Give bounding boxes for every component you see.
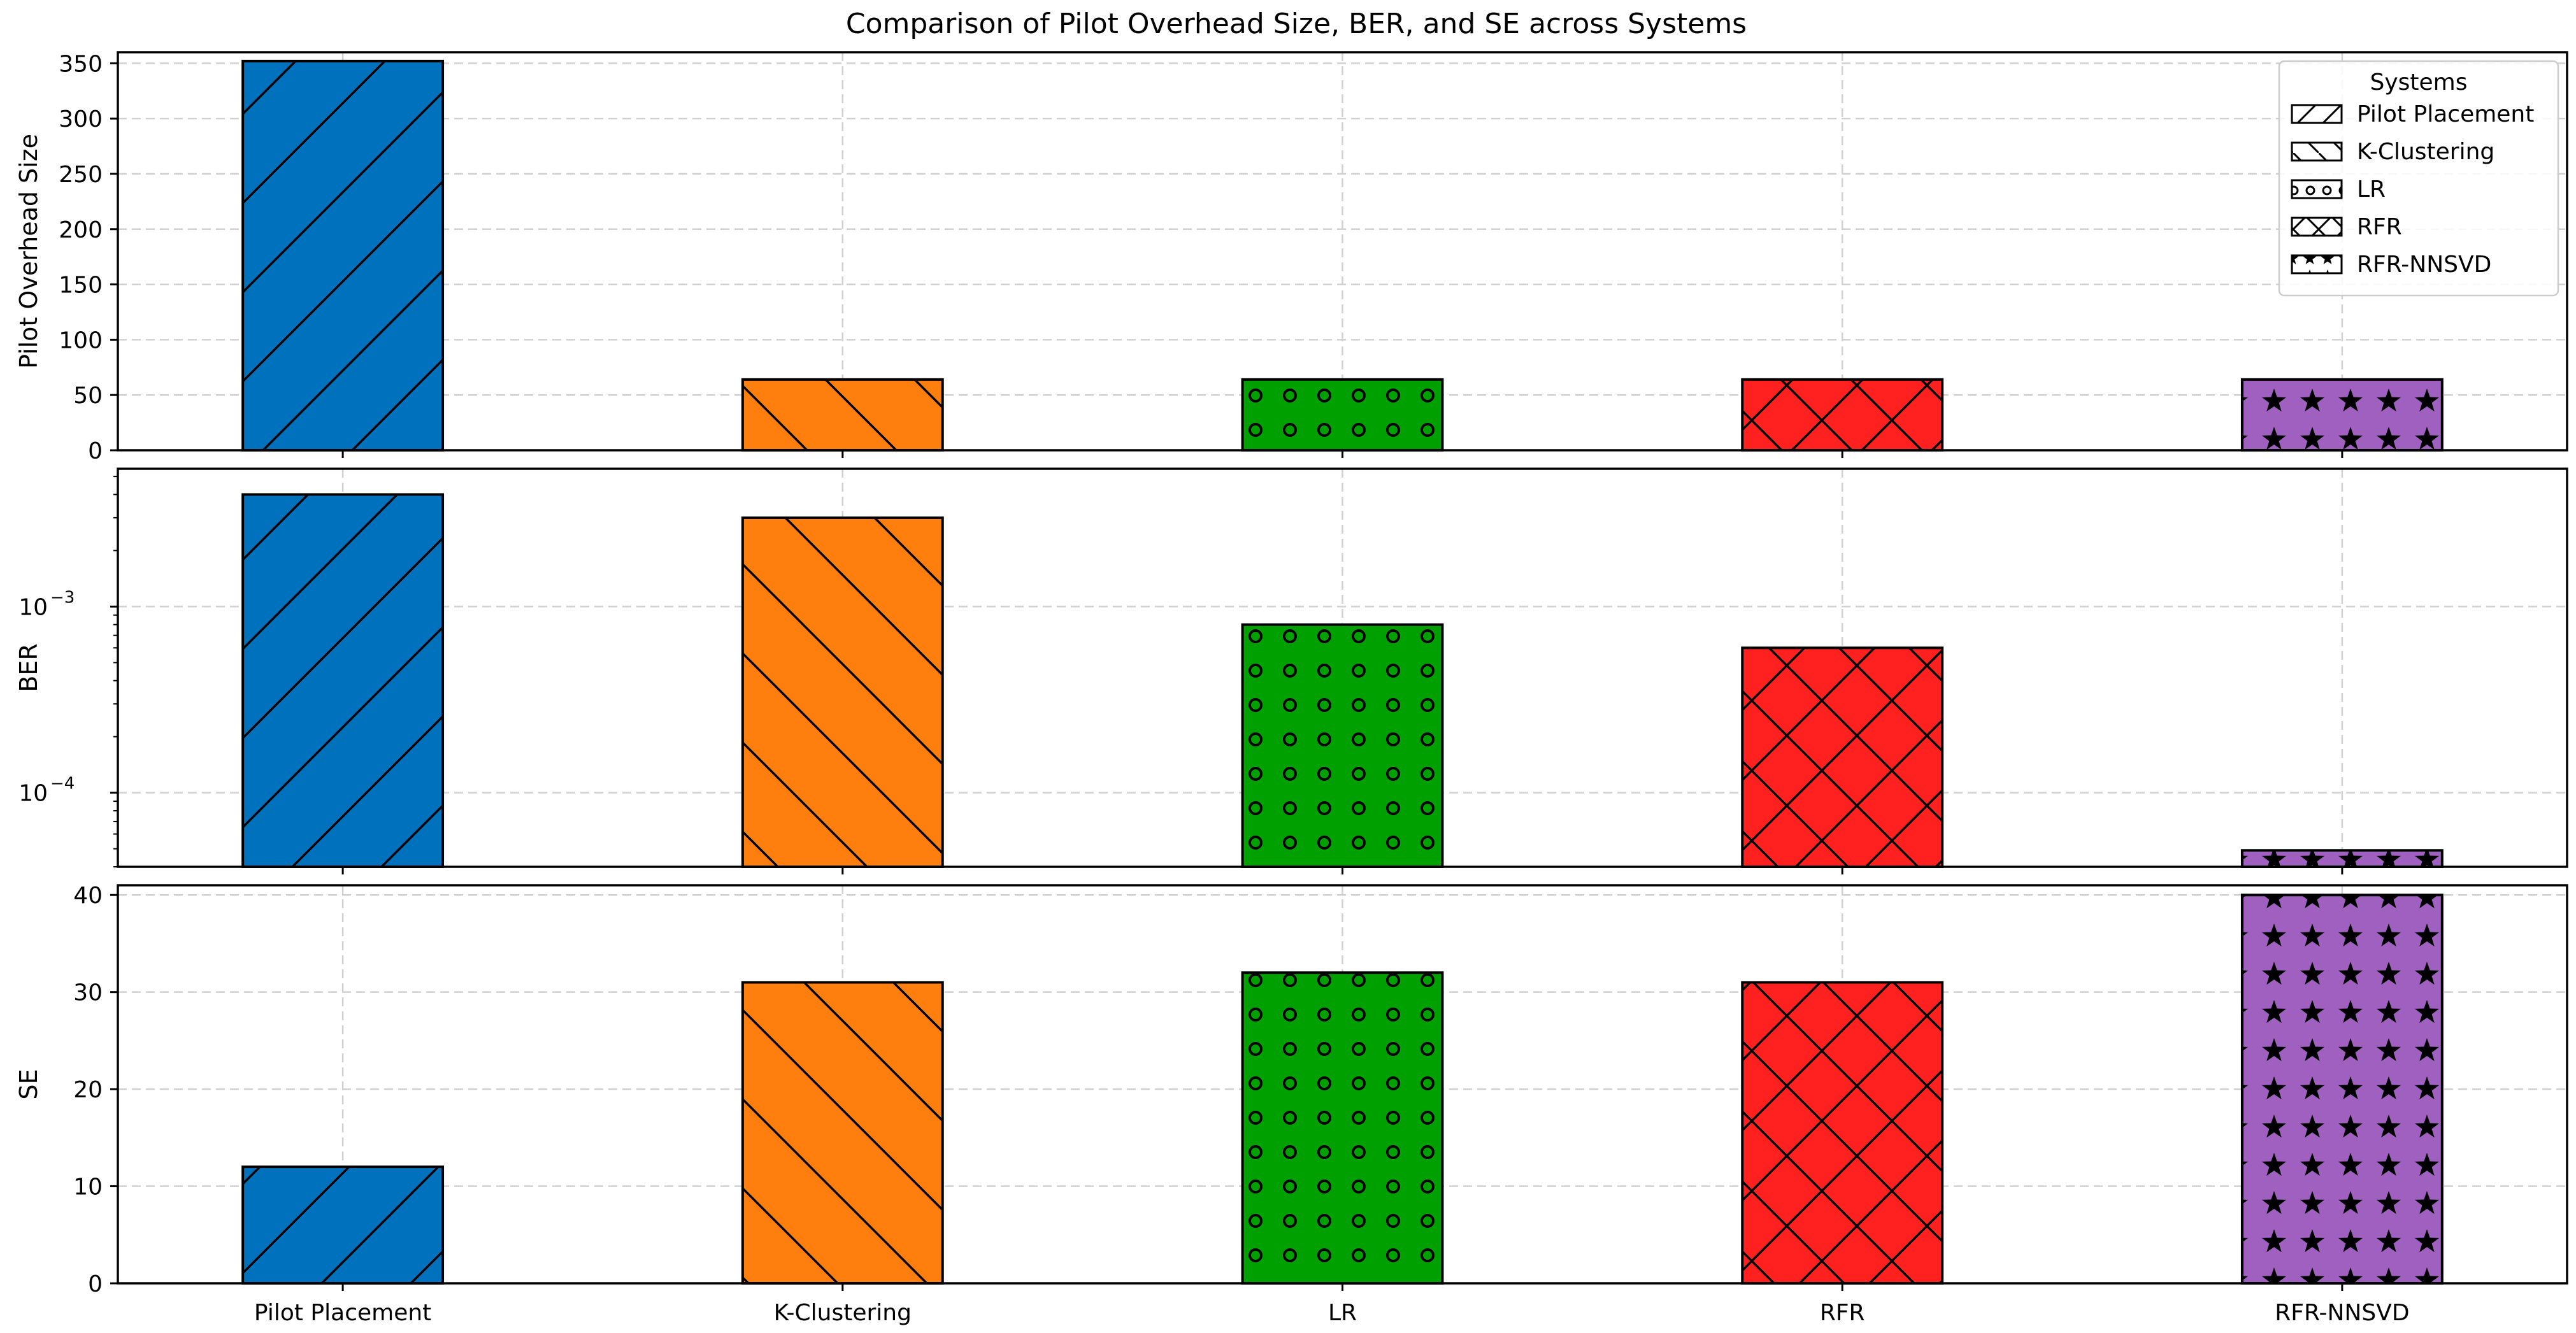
y-tick-label: 20 — [73, 1077, 103, 1103]
bar-pilot-rfr — [1741, 378, 1944, 452]
y-tick-label: 250 — [59, 162, 103, 188]
y-tick-label: 0 — [88, 1271, 103, 1297]
legend: Systems Pilot Placement K-Clustering LR RFR R… — [2278, 60, 2559, 297]
y-tick-label: 10 — [18, 594, 48, 620]
y-axis-label: BER — [15, 643, 43, 692]
y-axis-label: Pilot Overhead Size — [15, 134, 43, 369]
legend-entry: Pilot Placement — [2357, 101, 2534, 127]
bar-pilot-lr — [1241, 378, 1444, 452]
panel-pilot: 0 50 100 150 200 250 300 350 Pilot Overhead Size — [15, 51, 2568, 464]
y-tick-label: 30 — [73, 980, 103, 1006]
legend-entry: RFR — [2357, 214, 2402, 240]
legend-title: Systems — [2370, 69, 2468, 96]
legend-swatch — [2291, 179, 2343, 199]
y-tick-label: 350 — [59, 51, 103, 77]
legend-swatch — [2291, 141, 2343, 162]
y-tick-label: 0 — [88, 438, 103, 464]
x-tick-label: LR — [1328, 1300, 1357, 1326]
x-tick-label: RFR-NNSVD — [2275, 1300, 2409, 1326]
bar-pilot-rfr-nnsvd — [2240, 378, 2444, 452]
x-tick-label: Pilot Placement — [254, 1300, 431, 1326]
bar-se-pilot-placement — [241, 1165, 445, 1285]
y-tick-label: 40 — [73, 883, 103, 909]
y-tick-exponent: −3 — [50, 588, 75, 607]
legend-swatch — [2291, 254, 2343, 274]
legend-entry: LR — [2357, 176, 2386, 203]
y-tick-label: 100 — [59, 327, 103, 353]
y-tick-exponent: −4 — [50, 774, 75, 794]
chart-title: Comparison of Pilot Overhead Size, BER, … — [846, 8, 1747, 40]
bar-ber-pilot-placement — [241, 493, 445, 868]
bar-ber-rfr — [1741, 646, 1944, 868]
y-tick-label: 50 — [73, 383, 103, 409]
y-tick-label: 200 — [59, 217, 103, 243]
bar-ber-rfr-nnsvd — [2240, 849, 2444, 869]
y-tick-label: 150 — [59, 273, 103, 299]
legend-swatch — [2291, 104, 2343, 124]
legend-entry: RFR-NNSVD — [2357, 252, 2491, 278]
bar-se-k-clustering — [741, 981, 944, 1285]
bar-pilot-k-clustering — [741, 378, 944, 452]
bar-se-lr — [1241, 971, 1444, 1285]
y-tick-label: 10 — [73, 1174, 103, 1201]
panel-se: 0 10 20 30 40 SE — [15, 883, 2568, 1297]
legend-frame — [2278, 60, 2559, 297]
bar-se-rfr-nnsvd — [2240, 894, 2444, 1285]
y-axis-label: SE — [15, 1069, 43, 1099]
y-tick-label: 300 — [59, 106, 103, 132]
bar-ber-lr — [1241, 623, 1444, 868]
y-tick-label: 10 — [18, 781, 48, 807]
legend-swatch — [2291, 217, 2343, 237]
x-tick-label: K-Clustering — [774, 1300, 912, 1326]
bar-se-rfr — [1741, 981, 1944, 1285]
legend-entry: K-Clustering — [2357, 139, 2494, 165]
bar-pilot-pilot-placement — [241, 59, 445, 452]
bar-ber-k-clustering — [741, 516, 944, 868]
x-tick-label: RFR — [1820, 1300, 1865, 1326]
